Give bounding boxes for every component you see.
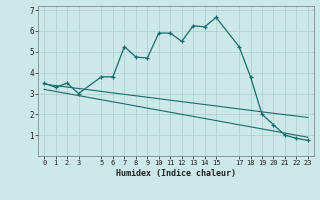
X-axis label: Humidex (Indice chaleur): Humidex (Indice chaleur) — [116, 169, 236, 178]
